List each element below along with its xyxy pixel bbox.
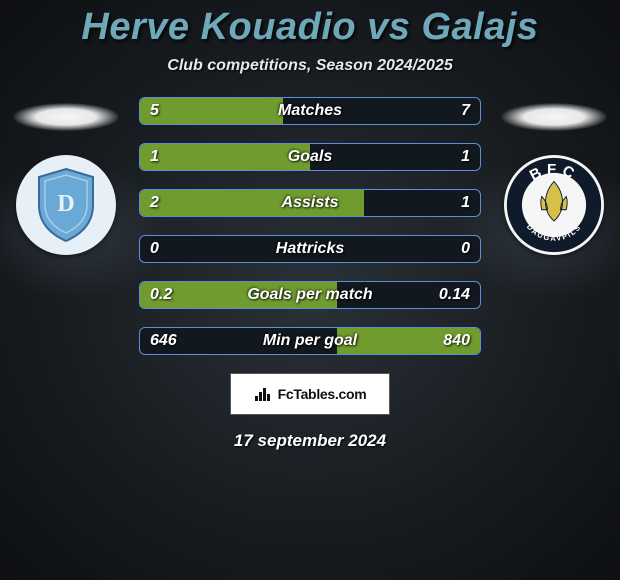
stat-left-value: 1: [150, 148, 159, 166]
stat-fill-left: [140, 144, 310, 170]
stat-bar: 0 Hattricks 0: [139, 235, 481, 263]
left-side: D: [11, 103, 121, 255]
stat-label: Goals: [288, 148, 332, 166]
stat-label: Goals per match: [247, 286, 372, 304]
page-title: Herve Kouadio vs Galajs: [81, 6, 538, 49]
date-label: 17 september 2024: [234, 431, 386, 451]
player-silhouette-right: [501, 103, 607, 131]
right-club-logo: BFC DAUGAVPILS: [504, 155, 604, 255]
stat-bar: 2 Assists 1: [139, 189, 481, 217]
stat-left-value: 2: [150, 194, 159, 212]
stat-label: Hattricks: [276, 240, 344, 258]
stat-left-value: 5: [150, 102, 159, 120]
stat-label: Matches: [278, 102, 342, 120]
shield-icon: D: [35, 167, 97, 243]
stat-fill-left: [140, 98, 283, 124]
stat-right-value: 0: [461, 240, 470, 258]
stat-bar: 5 Matches 7: [139, 97, 481, 125]
brand-text: FcTables.com: [278, 386, 367, 402]
stat-left-value: 0.2: [150, 286, 172, 304]
stat-left-value: 0: [150, 240, 159, 258]
stat-right-value: 0.14: [439, 286, 470, 304]
right-side: BFC DAUGAVPILS: [499, 103, 609, 255]
stat-right-value: 1: [461, 148, 470, 166]
stat-right-value: 7: [461, 102, 470, 120]
stat-bars: 5 Matches 7 1 Goals 1 2 Assists 1 0 Hattricks 0 0.2 G…: [139, 97, 481, 355]
left-logo-letter: D: [57, 191, 74, 217]
comparison-row: D 5 Matches 7 1 Goals 1 2 Assists 1 0 Hattricks 0 0.…: [0, 103, 620, 355]
brand-watermark: FcTables.com: [230, 373, 390, 415]
stat-label: Assists: [282, 194, 339, 212]
stat-bar: 1 Goals 1: [139, 143, 481, 171]
stat-left-value: 646: [150, 332, 177, 350]
stat-right-value: 840: [443, 332, 470, 350]
stat-bar: 646 Min per goal 840: [139, 327, 481, 355]
left-club-logo: D: [16, 155, 116, 255]
stat-label: Min per goal: [263, 332, 357, 350]
stat-bar: 0.2 Goals per match 0.14: [139, 281, 481, 309]
stat-right-value: 1: [461, 194, 470, 212]
bars-icon: [254, 384, 274, 404]
page-subtitle: Club competitions, Season 2024/2025: [167, 57, 452, 75]
player-silhouette-left: [13, 103, 119, 131]
bfc-logo-icon: BFC DAUGAVPILS: [504, 152, 604, 258]
